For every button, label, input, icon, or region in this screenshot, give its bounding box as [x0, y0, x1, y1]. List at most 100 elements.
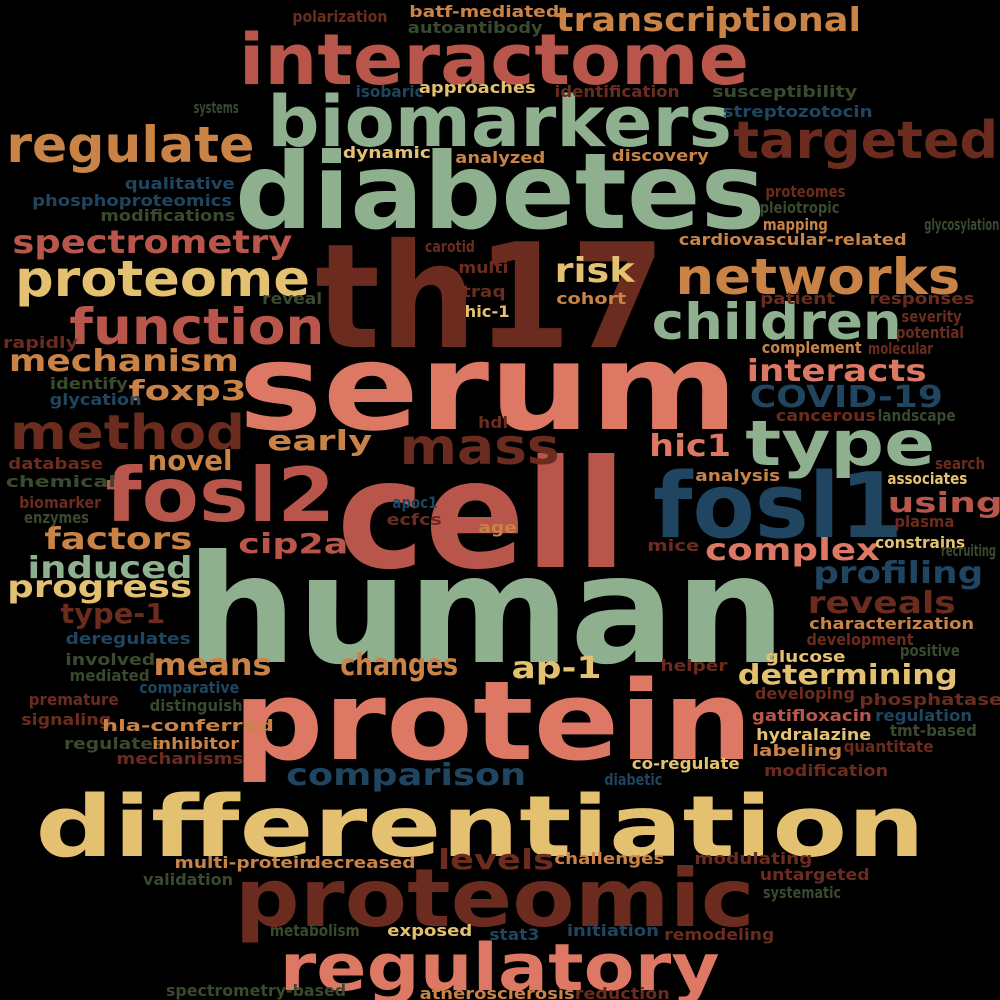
word-glucose: glucose: [766, 646, 846, 666]
word-foxp3: foxp3: [128, 373, 248, 407]
word-signaling: signaling: [21, 709, 111, 729]
word-method: method: [10, 404, 246, 461]
word-exposed: exposed: [387, 920, 473, 940]
word-tmt-based: tmt-based: [889, 720, 977, 740]
word-stat3: stat3: [488, 924, 540, 944]
word-proteome: proteome: [14, 250, 310, 308]
word-cip2a: cip2a: [237, 526, 349, 560]
word-database: database: [8, 453, 104, 473]
word-pleiotropic: pleiotropic: [759, 197, 841, 217]
word-recruiting: recruiting: [940, 540, 996, 560]
word-fosl2: fosl2: [104, 451, 336, 539]
word-severity: severity: [901, 306, 963, 326]
word-quantitate: quantitate: [844, 736, 934, 756]
word-biomarker: biomarker: [18, 492, 102, 512]
word-serum: serum: [237, 318, 739, 458]
word-cancerous: cancerous: [776, 405, 876, 425]
word-carotid: carotid: [425, 236, 475, 256]
word-modulating: modulating: [694, 848, 812, 868]
word-associates: associates: [887, 468, 967, 488]
word-involved: involved: [65, 649, 155, 669]
word-using: using: [887, 485, 1000, 519]
word-means: means: [154, 648, 272, 684]
word-th17: th17: [314, 212, 665, 382]
word-potential: potential: [895, 322, 965, 342]
word-systems: systems: [193, 97, 239, 117]
word-reveal: reveal: [262, 288, 322, 308]
word-enzymes: enzymes: [24, 507, 90, 527]
word-glycation: glycation: [49, 389, 142, 409]
word-cell: cell: [337, 429, 627, 603]
word-gatifloxacin: gatifloxacin: [752, 705, 872, 725]
word-batf-mediated: batf-mediated: [408, 1, 560, 21]
word-cohort: cohort: [555, 288, 627, 308]
word-susceptibility: susceptibility: [712, 81, 858, 101]
word-novel: novel: [147, 443, 233, 477]
word-complement: complement: [761, 337, 863, 357]
word-identification: identification: [554, 81, 680, 101]
word-deregulates: deregulates: [65, 628, 191, 648]
word-diabetic: diabetic: [604, 769, 662, 789]
word-risk: risk: [555, 251, 635, 292]
word-fosl1: fosl1: [652, 453, 904, 559]
word-glycosylation: glycosylation: [924, 214, 1000, 234]
word-spectrometry-based: spectrometry-based: [165, 980, 347, 1000]
word-search: search: [935, 453, 985, 473]
word-remodeling: remodeling: [663, 924, 775, 944]
word-analyzed: analyzed: [454, 147, 546, 167]
word-approaches: approaches: [418, 77, 536, 97]
word-age: age: [478, 517, 517, 537]
word-reveals: reveals: [807, 586, 957, 622]
word-changes: changes: [340, 648, 458, 684]
word-itraq: itraq: [456, 281, 506, 301]
word-transcriptional: transcriptional: [556, 0, 862, 39]
word-premature: premature: [28, 689, 119, 709]
word-multi-protein: multi-protein: [175, 852, 313, 872]
word-proteomes: proteomes: [764, 181, 846, 201]
word-mechanisms: mechanisms: [116, 748, 244, 768]
word-factors: factors: [43, 522, 193, 558]
word-patient: patient: [760, 288, 836, 308]
word-ecfcs: ecfcs: [386, 509, 442, 529]
word-phosphoproteomics: phosphoproteomics: [32, 190, 232, 210]
word-chemical: chemical: [5, 471, 117, 491]
word-covid-19: COVID-19: [749, 380, 943, 416]
word-profiling: profiling: [812, 556, 984, 592]
word-isobaric: isobaric: [356, 81, 424, 101]
word-discovery: discovery: [611, 145, 709, 165]
word-networks: networks: [675, 248, 961, 306]
word-hdl: hdl: [477, 412, 508, 432]
word-challenges: challenges: [554, 848, 664, 868]
word-protein: protein: [233, 657, 753, 786]
word-cardiovascular-related: cardiovascular-related: [679, 229, 907, 249]
word-spectrometry: spectrometry: [11, 222, 293, 261]
word-complex: complex: [705, 533, 881, 569]
word-responses: responses: [869, 288, 975, 308]
word-determining: determining: [737, 657, 959, 691]
word-autoantibody: autoantibody: [407, 17, 543, 37]
word-inhibitor: inhibitor: [152, 733, 240, 753]
word-labeling: labeling: [751, 740, 843, 760]
word-human: human: [186, 524, 786, 698]
word-distinguish: distinguish: [149, 695, 243, 715]
word-type: type: [745, 406, 935, 480]
word-atherosclerosis: atherosclerosis: [419, 983, 575, 1000]
word-streptozotocin: streptozotocin: [723, 101, 873, 121]
word-multi: multi: [457, 257, 509, 277]
word-mapping: mapping: [762, 214, 828, 234]
word-development: development: [806, 629, 914, 649]
word-apoc1: apoc1: [392, 492, 438, 512]
word-modification: modification: [763, 760, 889, 780]
word-polarization: polarization: [292, 6, 388, 26]
word-landscape: landscape: [877, 405, 956, 425]
word-targeted: targeted: [733, 111, 999, 172]
word-comparison: comparison: [285, 758, 527, 794]
word-differentiation: differentiation: [35, 778, 925, 878]
word-hla-conferred: hla-conferred: [101, 715, 274, 735]
word-levels: levels: [437, 842, 555, 876]
word-co-regulate: co-regulate: [631, 753, 741, 773]
word-rapidly: rapidly: [2, 332, 78, 352]
word-systematic: systematic: [763, 882, 841, 902]
word-characterization: characterization: [809, 613, 975, 633]
